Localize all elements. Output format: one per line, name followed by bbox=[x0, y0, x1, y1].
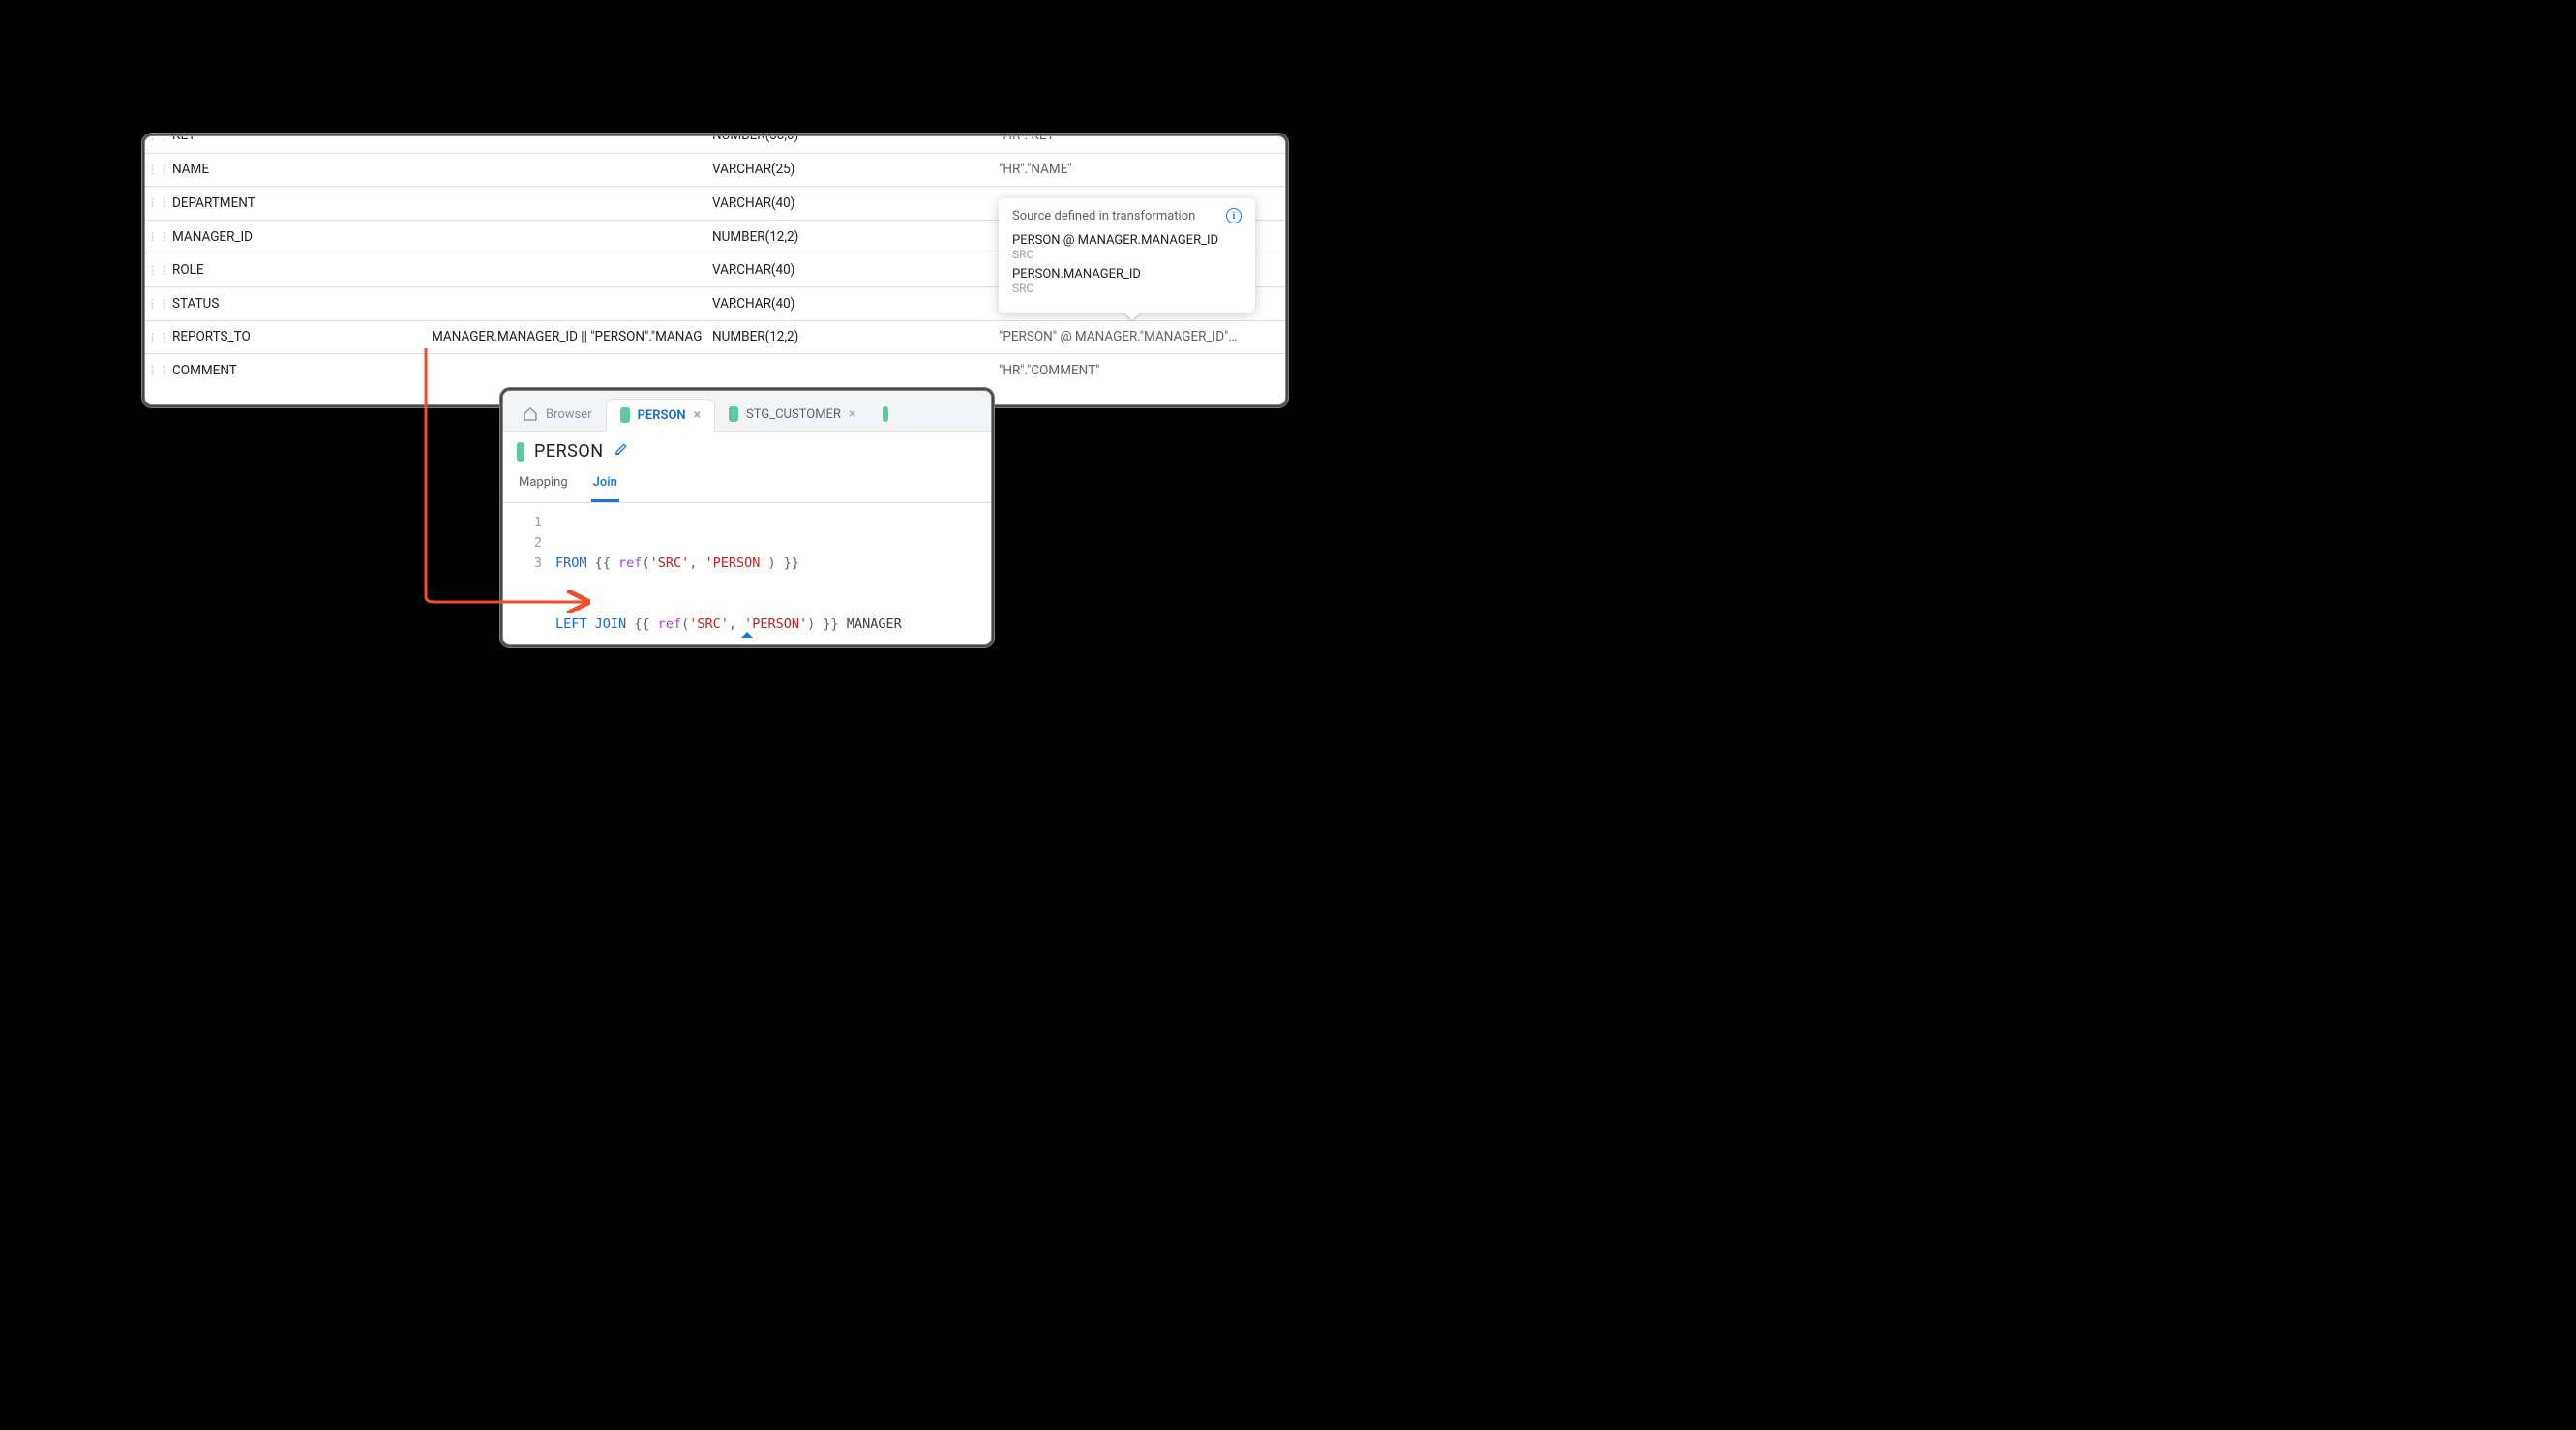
column-type: NUMBER(12,2) bbox=[712, 229, 999, 245]
popover-item-label: PERSON.MANAGER_ID bbox=[1012, 267, 1242, 282]
editor-title: PERSON bbox=[534, 441, 604, 462]
drag-handle-icon[interactable]: ⋮⋮ bbox=[145, 164, 172, 176]
column-type: NUMBER(12,2) bbox=[712, 329, 999, 344]
popover-title: Source defined in transformation bbox=[1012, 209, 1195, 223]
drag-handle-icon[interactable]: ⋮⋮ bbox=[145, 196, 172, 209]
table-row[interactable]: ⋮⋮ KEY NUMBER(38,0) "HR"."KEY" bbox=[145, 135, 1285, 153]
popover-item-sub: SRC bbox=[1012, 248, 1242, 261]
popover-item-sub: SRC bbox=[1012, 282, 1242, 295]
column-source: "PERSON" @ MANAGER."MANAGER_ID"… bbox=[999, 329, 1285, 344]
tab-label: STG_CUSTOMER bbox=[746, 407, 841, 422]
column-name: MANAGER_ID bbox=[172, 229, 432, 245]
column-expression: MANAGER.MANAGER_ID || "PERSON"."MANAG bbox=[432, 329, 712, 344]
column-source: "HR"."COMMENT" bbox=[999, 363, 1285, 378]
popover-item[interactable]: PERSON @ MANAGER.MANAGER_ID SRC bbox=[1012, 233, 1242, 261]
entity-icon bbox=[729, 406, 738, 422]
column-source: "HR"."NAME" bbox=[999, 162, 1285, 177]
drag-handle-icon[interactable]: ⋮⋮ bbox=[145, 297, 172, 310]
close-icon[interactable]: × bbox=[694, 407, 701, 423]
drag-handle-icon[interactable]: ⋮⋮ bbox=[145, 364, 172, 376]
drag-handle-icon[interactable]: ⋮⋮ bbox=[145, 135, 172, 142]
home-icon bbox=[523, 406, 538, 422]
expand-handle[interactable] bbox=[503, 629, 991, 641]
popover-item-label: PERSON @ MANAGER.MANAGER_ID bbox=[1012, 233, 1242, 248]
subtab-join[interactable]: Join bbox=[591, 467, 619, 502]
edit-icon[interactable] bbox=[614, 441, 629, 462]
line-gutter: 1 2 3 bbox=[503, 513, 555, 645]
editor-subtabs: Mapping Join bbox=[503, 463, 991, 503]
tab-browser[interactable]: Browser bbox=[509, 398, 606, 431]
column-name: DEPARTMENT bbox=[172, 195, 432, 211]
drag-handle-icon[interactable]: ⋮⋮ bbox=[145, 230, 172, 243]
code-line[interactable]: FROM {{ ref('SRC', 'PERSON') }} bbox=[555, 553, 991, 574]
column-name: REPORTS_TO bbox=[172, 329, 432, 344]
stage: ⋮⋮ KEY NUMBER(38,0) "HR"."KEY" ⋮⋮ NAME V… bbox=[0, 0, 1430, 793]
code-lines[interactable]: FROM {{ ref('SRC', 'PERSON') }} LEFT JOI… bbox=[555, 513, 991, 645]
tab-person[interactable]: PERSON × bbox=[606, 399, 715, 432]
table-row[interactable]: ⋮⋮ COMMENT "HR"."COMMENT" bbox=[145, 353, 1285, 387]
column-type: NUMBER(38,0) bbox=[712, 135, 999, 143]
tab-label: PERSON bbox=[638, 408, 686, 423]
column-name: KEY bbox=[172, 135, 432, 143]
info-icon[interactable]: i bbox=[1226, 208, 1242, 223]
column-type: VARCHAR(25) bbox=[712, 162, 999, 177]
tab-stg-customer[interactable]: STG_CUSTOMER × bbox=[715, 398, 869, 431]
source-popover: Source defined in transformation i PERSO… bbox=[999, 198, 1255, 313]
subtab-mapping[interactable]: Mapping bbox=[517, 467, 570, 502]
column-name: COMMENT bbox=[172, 363, 432, 378]
entity-icon bbox=[620, 407, 630, 423]
column-name: NAME bbox=[172, 162, 432, 177]
popover-item[interactable]: PERSON.MANAGER_ID SRC bbox=[1012, 267, 1242, 295]
column-type: VARCHAR(40) bbox=[712, 262, 999, 278]
tab-overflow[interactable] bbox=[869, 398, 902, 431]
editor-title-row: PERSON bbox=[503, 432, 991, 463]
column-type: VARCHAR(40) bbox=[712, 296, 999, 312]
entity-icon bbox=[883, 406, 888, 422]
column-type: VARCHAR(40) bbox=[712, 195, 999, 211]
close-icon[interactable]: × bbox=[849, 406, 855, 422]
entity-icon bbox=[517, 442, 524, 462]
drag-handle-icon[interactable]: ⋮⋮ bbox=[145, 264, 172, 277]
column-name: ROLE bbox=[172, 262, 432, 278]
code-editor[interactable]: 1 2 3 FROM {{ ref('SRC', 'PERSON') }} LE… bbox=[503, 503, 991, 645]
editor-tabs: Browser PERSON × STG_CUSTOMER × bbox=[503, 391, 991, 432]
column-name: STATUS bbox=[172, 296, 432, 312]
table-row[interactable]: ⋮⋮ NAME VARCHAR(25) "HR"."NAME" bbox=[145, 153, 1285, 187]
column-source: "HR"."KEY" bbox=[999, 135, 1285, 143]
chevron-up-icon bbox=[741, 626, 753, 638]
table-row[interactable]: ⋮⋮ REPORTS_TO MANAGER.MANAGER_ID || "PER… bbox=[145, 320, 1285, 354]
drag-handle-icon[interactable]: ⋮⋮ bbox=[145, 331, 172, 343]
editor-panel: Browser PERSON × STG_CUSTOMER × PERSON bbox=[502, 390, 992, 645]
tab-label: Browser bbox=[546, 407, 592, 422]
